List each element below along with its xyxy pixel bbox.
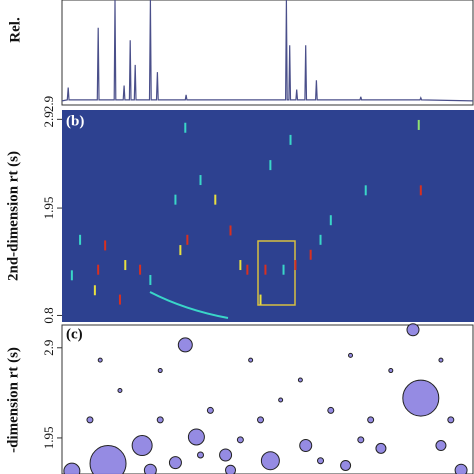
spot — [364, 185, 367, 196]
bubble — [197, 451, 205, 459]
bubble — [260, 451, 280, 471]
spot — [93, 285, 96, 296]
panel-label: (c) — [66, 326, 83, 342]
bubble — [454, 463, 468, 474]
spot — [269, 160, 272, 171]
bubble — [435, 440, 447, 452]
bubble — [219, 448, 233, 462]
bubble — [375, 442, 387, 454]
spot — [118, 294, 121, 305]
spot — [79, 234, 82, 245]
spot — [239, 260, 242, 271]
bubble — [447, 416, 455, 424]
spot — [179, 245, 182, 256]
spot — [214, 194, 217, 205]
panel-b-background — [62, 110, 474, 322]
panel-a-frame — [61, 0, 474, 106]
bubble — [143, 463, 157, 474]
bubble — [248, 357, 254, 363]
highlight-box — [257, 240, 296, 306]
bubble — [299, 439, 313, 453]
bubble — [348, 352, 354, 358]
bubble — [257, 416, 265, 424]
bubble — [156, 416, 164, 424]
bubble — [157, 368, 163, 374]
y-axis-label: 2nd-dimension rt (s) — [5, 151, 21, 281]
bubble — [236, 436, 244, 444]
bubble — [206, 406, 214, 414]
line — [61, 0, 474, 102]
bubble — [131, 435, 153, 457]
bubble — [97, 357, 103, 363]
bubble — [63, 462, 81, 474]
bubble — [406, 323, 420, 337]
spot — [319, 234, 322, 245]
bubble — [187, 428, 205, 446]
bubble — [177, 337, 193, 353]
spot — [139, 264, 142, 275]
spot — [289, 134, 292, 145]
spot — [70, 270, 73, 281]
spot — [149, 274, 152, 285]
bubble — [340, 459, 352, 471]
bubble — [402, 379, 440, 417]
spot — [199, 175, 202, 186]
y-axis-label: -dimension rt (s) — [5, 347, 21, 453]
bubble — [168, 456, 182, 470]
bubble — [117, 387, 123, 393]
bubble — [89, 445, 127, 474]
annotation: 2.9 — [41, 96, 56, 112]
spot — [186, 234, 189, 245]
spot — [419, 185, 422, 196]
panel-label: (b) — [66, 113, 84, 129]
spot — [282, 264, 285, 275]
y-tick-label: 0.8 — [41, 307, 56, 323]
bubble — [297, 377, 303, 383]
y-tick-label: 2.9 — [41, 340, 56, 356]
trail — [149, 291, 229, 319]
spot — [229, 225, 232, 236]
spot — [309, 249, 312, 260]
bubble — [327, 406, 335, 414]
spot — [184, 122, 187, 133]
spot — [104, 240, 107, 251]
y-axis-label: Rel. — [7, 17, 23, 43]
y-tick-label: 2.9 — [41, 111, 56, 127]
bubble — [438, 357, 444, 363]
spot — [329, 215, 332, 226]
bubble — [367, 416, 375, 424]
spot — [174, 194, 177, 205]
bubble — [388, 368, 394, 374]
spot — [294, 260, 297, 271]
spot — [97, 264, 100, 275]
spot — [259, 294, 262, 305]
spot — [417, 119, 420, 130]
spot — [264, 264, 267, 275]
bubble — [317, 457, 325, 465]
bubble — [278, 397, 284, 403]
y-tick-label: 1.95 — [41, 427, 56, 450]
spot — [124, 260, 127, 271]
bubble — [357, 436, 365, 444]
y-tick-label: 1.95 — [41, 197, 56, 220]
spot — [246, 264, 249, 275]
bubble — [225, 464, 237, 474]
bubble — [86, 416, 94, 424]
